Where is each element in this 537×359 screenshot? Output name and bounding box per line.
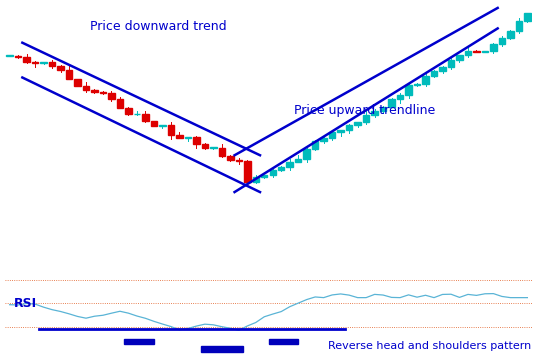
Text: Reverse head and shoulders pattern: Reverse head and shoulders pattern <box>328 341 531 351</box>
Bar <box>159 125 165 126</box>
Bar <box>236 160 242 161</box>
Bar <box>380 107 386 111</box>
Text: Price downward trend: Price downward trend <box>90 20 227 33</box>
Bar <box>456 55 463 60</box>
Bar <box>193 137 200 144</box>
Bar <box>125 108 132 114</box>
Bar <box>312 141 318 149</box>
Bar <box>397 95 403 99</box>
Bar <box>414 84 420 85</box>
Bar <box>32 62 38 64</box>
Bar <box>227 156 234 160</box>
Bar <box>516 20 522 31</box>
Bar <box>201 144 208 148</box>
Bar <box>354 122 361 125</box>
Bar <box>346 125 352 130</box>
Bar <box>15 56 21 57</box>
Bar <box>219 148 225 156</box>
Bar <box>252 177 259 182</box>
Bar <box>329 132 336 138</box>
Bar <box>465 51 471 55</box>
Bar <box>57 66 64 70</box>
Bar <box>210 147 216 148</box>
Text: RSI: RSI <box>14 297 37 310</box>
Bar <box>24 57 30 62</box>
Bar <box>431 71 437 76</box>
Bar <box>244 161 250 182</box>
Bar <box>295 159 301 162</box>
Bar <box>108 93 115 99</box>
Bar <box>372 111 378 115</box>
Bar <box>278 167 285 171</box>
Text: Price upward trendline: Price upward trendline <box>294 104 435 117</box>
Bar <box>83 86 89 90</box>
Bar <box>337 130 344 132</box>
Bar <box>74 79 81 86</box>
Bar <box>270 171 276 176</box>
Bar <box>363 115 369 122</box>
Bar <box>268 339 298 344</box>
Bar <box>405 85 412 95</box>
Bar <box>185 137 191 138</box>
Bar <box>287 162 293 167</box>
Bar <box>176 135 183 138</box>
Bar <box>507 31 513 38</box>
Bar <box>100 92 106 93</box>
Bar <box>49 62 55 66</box>
Bar <box>91 90 98 92</box>
Bar <box>422 76 429 84</box>
Bar <box>168 125 174 135</box>
Bar <box>6 55 13 56</box>
Bar <box>303 149 310 159</box>
Bar <box>439 67 446 71</box>
Bar <box>134 113 140 114</box>
Bar <box>117 99 123 108</box>
Bar <box>66 70 72 79</box>
Bar <box>142 114 149 121</box>
Bar <box>524 13 531 20</box>
Bar <box>490 44 497 51</box>
Bar <box>388 99 395 107</box>
Bar <box>321 138 327 141</box>
Bar <box>473 51 480 52</box>
Bar <box>482 51 488 52</box>
Bar <box>124 339 154 344</box>
Bar <box>151 121 157 126</box>
Bar <box>201 346 243 352</box>
Bar <box>40 62 47 64</box>
Bar <box>261 176 267 177</box>
Bar <box>499 38 505 44</box>
Bar <box>448 60 454 67</box>
